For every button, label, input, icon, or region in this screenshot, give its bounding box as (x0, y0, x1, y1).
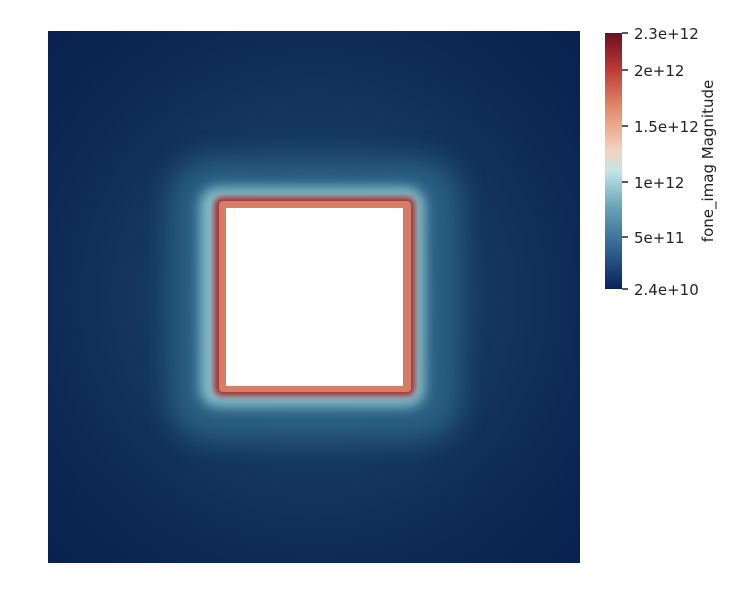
colorbar-tick-label: 5e+11 (634, 229, 684, 247)
colorbar-tick-label: 1e+12 (634, 174, 684, 192)
colorbar-tick-label-min: 2.4e+10 (634, 281, 699, 299)
field-hole (226, 208, 403, 386)
colorbar-tick-label: 2e+12 (634, 62, 684, 80)
colorbar-tick-label-max: 2.3e+12 (634, 25, 699, 43)
field-domain (48, 31, 580, 563)
colorbar: 2.3e+12 2e+12 1.5e+12 1e+12 5e+11 2.4e+1… (605, 25, 718, 299)
colorbar-tick-label: 1.5e+12 (634, 118, 699, 136)
colorbar-title: fone_imag Magnitude (699, 80, 718, 242)
colorbar-gradient (605, 33, 622, 289)
